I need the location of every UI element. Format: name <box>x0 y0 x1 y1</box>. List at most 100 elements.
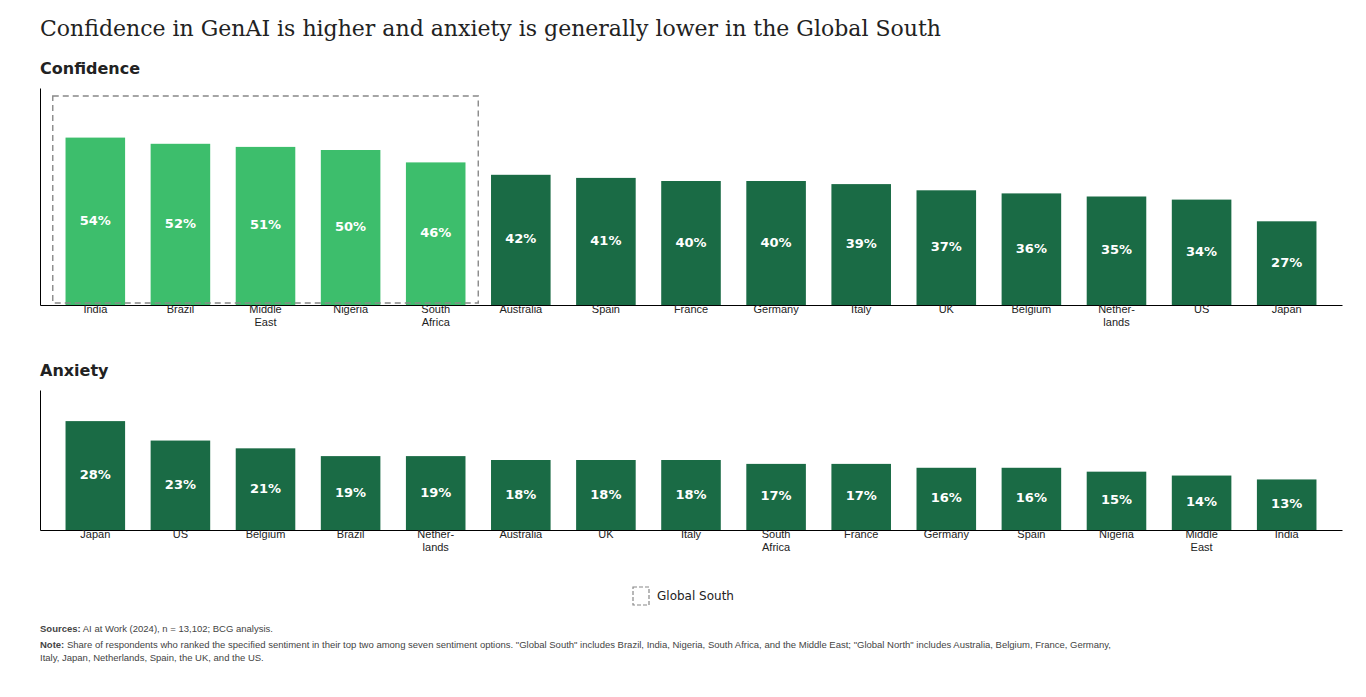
bar <box>1002 193 1062 305</box>
note-label: Note: <box>40 639 64 650</box>
x-tick: France <box>674 303 708 315</box>
x-tick-label: France <box>844 528 878 540</box>
x-tick: UK <box>939 303 955 315</box>
x-tick-label-line: Germany <box>753 303 799 315</box>
bar <box>1087 472 1147 530</box>
bar <box>66 421 126 530</box>
x-tick-label: Japan <box>1272 303 1302 315</box>
x-tick-label-line: Spain <box>592 303 620 315</box>
bar <box>917 190 977 305</box>
x-tick-label-line: US <box>173 528 188 540</box>
x-tick-label: US <box>173 528 188 540</box>
x-tick: Spain <box>1017 528 1045 540</box>
x-tick-label: Belgium <box>1012 303 1052 315</box>
x-tick-label-line: Africa <box>422 316 451 328</box>
bar <box>491 175 551 305</box>
bar <box>491 460 551 530</box>
data-label: 40% <box>675 235 706 250</box>
x-tick-label-line: Nigeria <box>333 303 369 315</box>
data-label: 19% <box>420 485 451 500</box>
bar <box>1087 197 1147 306</box>
x-tick-label-line: India <box>83 303 108 315</box>
data-label: 13% <box>1271 496 1302 511</box>
x-tick: Japan <box>1272 303 1302 315</box>
data-label: 17% <box>846 488 877 503</box>
x-tick: Nigeria <box>333 303 369 315</box>
data-label: 50% <box>335 219 366 234</box>
y-axis <box>40 391 41 531</box>
x-tick-label: India <box>1275 528 1300 540</box>
data-label: 18% <box>505 487 536 502</box>
x-tick-label-line: East <box>1191 541 1213 553</box>
x-tick: Brazil <box>337 528 365 540</box>
x-tick-label-line: Belgium <box>246 528 286 540</box>
data-label: 28% <box>80 467 111 482</box>
x-tick-label: India <box>83 303 108 315</box>
x-tick-label-line: India <box>1275 528 1300 540</box>
x-tick-label: Japan <box>80 528 110 540</box>
data-label: 35% <box>1101 242 1132 257</box>
x-tick-label-line: Africa <box>762 541 791 553</box>
note-line: Share of respondents who ranked the spec… <box>64 639 1111 650</box>
x-tick-label: Brazil <box>167 303 195 315</box>
x-tick-label: Nigeria <box>333 303 369 315</box>
x-tick-label: Spain <box>592 303 620 315</box>
data-label: 39% <box>846 236 877 251</box>
data-label: 51% <box>250 217 281 232</box>
bar <box>1172 200 1232 305</box>
data-label: 16% <box>931 490 962 505</box>
bar <box>406 456 466 530</box>
x-tick-label: SouthAfrica <box>421 303 450 328</box>
bar <box>321 456 381 530</box>
x-tick: Nether-lands <box>417 528 454 553</box>
x-tick: Italy <box>851 303 872 315</box>
legend: Global South <box>633 587 734 605</box>
x-tick: Nether-lands <box>1098 303 1135 328</box>
data-label: 18% <box>590 487 621 502</box>
x-tick-label-line: Nether- <box>1098 303 1135 315</box>
x-tick-label-line: Australia <box>499 528 543 540</box>
x-tick-label-line: lands <box>423 541 450 553</box>
x-tick: Spain <box>592 303 620 315</box>
x-tick-label-line: South <box>762 528 791 540</box>
x-tick-label-line: Italy <box>681 528 702 540</box>
x-tick-label-line: France <box>674 303 708 315</box>
data-label: 42% <box>505 231 536 246</box>
bar <box>661 181 721 305</box>
bar <box>831 464 891 530</box>
bar <box>917 468 977 530</box>
x-tick-label-line: France <box>844 528 878 540</box>
bar <box>831 184 891 305</box>
bar <box>151 144 211 305</box>
note-line: Italy, Japan, Netherlands, Spain, the UK… <box>40 652 264 663</box>
bar <box>576 178 636 305</box>
x-tick: Australia <box>499 303 543 315</box>
x-tick-label: Nether-lands <box>1098 303 1135 328</box>
x-tick-label: Australia <box>499 303 543 315</box>
data-label: 36% <box>1016 241 1047 256</box>
sources-text: AI at Work (2024), n = 13,102; BCG analy… <box>81 623 273 634</box>
x-tick: Germany <box>924 528 970 540</box>
bars <box>66 421 1317 530</box>
x-tick: SouthAfrica <box>421 303 450 328</box>
x-tick-label: MiddleEast <box>249 303 281 328</box>
footer: Sources: AI at Work (2024), n = 13,102; … <box>40 623 1111 663</box>
x-tick: US <box>1194 303 1209 315</box>
x-tick-label: Belgium <box>246 528 286 540</box>
chart-title: Confidence <box>40 59 140 78</box>
bar <box>66 138 126 305</box>
group-box <box>53 96 478 303</box>
data-label: 46% <box>420 225 451 240</box>
x-tick-label-line: Belgium <box>1012 303 1052 315</box>
x-tick-label-line: Brazil <box>337 528 365 540</box>
chart: Anxiety28%23%21%19%19%18%18%18%17%17%16%… <box>40 361 1343 553</box>
data-label: 16% <box>1016 490 1047 505</box>
x-tick: MiddleEast <box>1185 528 1217 553</box>
bar <box>661 460 721 530</box>
data-labels: 28%23%21%19%19%18%18%18%17%17%16%16%15%1… <box>80 467 1302 511</box>
x-tick: Australia <box>499 528 543 540</box>
x-tick-label: Australia <box>499 528 543 540</box>
x-tick-label-line: Australia <box>499 303 543 315</box>
bar <box>576 460 636 530</box>
x-tick-label-line: Spain <box>1017 528 1045 540</box>
